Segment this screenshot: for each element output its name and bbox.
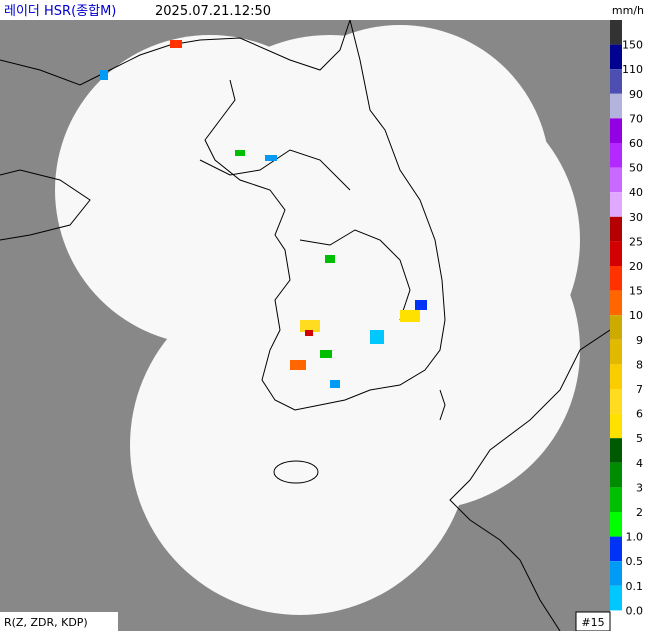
echo: [290, 360, 306, 370]
legend-label: 50: [629, 162, 643, 175]
echo: [305, 330, 313, 336]
legend-label: 30: [629, 211, 643, 224]
echo: [370, 330, 384, 344]
legend-swatch: [610, 290, 622, 316]
legend-swatch: [610, 93, 622, 119]
legend-swatch: [610, 44, 622, 70]
echo: [300, 320, 320, 332]
legend-label: 6: [636, 408, 643, 421]
legend-swatch: [610, 192, 622, 217]
rain-echoes: [100, 40, 427, 388]
legend-label: 20: [629, 260, 643, 273]
legend-swatch: [610, 167, 622, 193]
echo: [325, 255, 335, 263]
legend-swatch: [610, 487, 622, 512]
method: R(Z, ZDR, KDP): [4, 616, 88, 629]
legend-label: 0.1: [626, 580, 644, 593]
frame-box: [575, 611, 611, 631]
footer-box: [0, 612, 118, 631]
echo: [170, 40, 182, 48]
legend-label: 7: [636, 383, 643, 396]
legend-swatch: [610, 561, 622, 586]
legend-label: 8: [636, 358, 643, 371]
legend-swatch: [610, 512, 622, 537]
legend-label: 25: [629, 235, 643, 248]
echo: [265, 155, 277, 161]
legend-swatch: [610, 536, 622, 562]
legend-swatch: [610, 143, 622, 168]
header-bar: [0, 0, 646, 20]
legend-label: 0.5: [626, 555, 644, 568]
legend-label: 60: [629, 137, 643, 150]
legend-label: 1.0: [626, 531, 644, 544]
echo: [330, 380, 340, 388]
title: 레이더 HSR(종합M): [4, 4, 116, 19]
legend-label: 0.0: [626, 604, 644, 617]
coastlines: [0, 20, 610, 631]
legend-label: 9: [636, 334, 643, 347]
echo: [100, 70, 108, 80]
legend-swatch: [610, 364, 622, 389]
legend-label: 4: [636, 457, 643, 470]
echo: [320, 350, 332, 358]
legend-swatch: [610, 585, 622, 611]
legend-label: 5: [636, 432, 643, 445]
legend-label: 10: [629, 309, 643, 322]
legend-label: 110: [622, 63, 643, 76]
frame: #15: [581, 616, 604, 629]
legend-swatch: [610, 389, 622, 414]
legend-label: 150: [622, 39, 643, 52]
unit: mm/h: [612, 4, 644, 17]
legend-label: 70: [629, 112, 643, 125]
legend-swatch: [610, 438, 622, 463]
legend-swatch: [610, 339, 622, 365]
legend-swatch: [610, 216, 622, 242]
legend-label: 2: [636, 506, 643, 519]
echo: [400, 310, 420, 322]
legend-label: 40: [629, 186, 643, 199]
echo: [415, 300, 427, 310]
legend-swatch: [610, 315, 622, 340]
echo: [235, 150, 245, 156]
legend-swatch: [610, 413, 622, 439]
legend-label: 90: [629, 88, 643, 101]
legend-swatch: [610, 241, 622, 266]
legend-label: 3: [636, 481, 643, 494]
legend-swatch: [610, 462, 622, 488]
legend-swatch: [610, 266, 622, 291]
legend-swatch: [610, 20, 622, 45]
legend-swatch: [610, 118, 622, 143]
time: 2025.07.21.12:50: [155, 4, 271, 19]
legend-label: 15: [629, 285, 643, 298]
legend-swatch: [610, 69, 622, 94]
